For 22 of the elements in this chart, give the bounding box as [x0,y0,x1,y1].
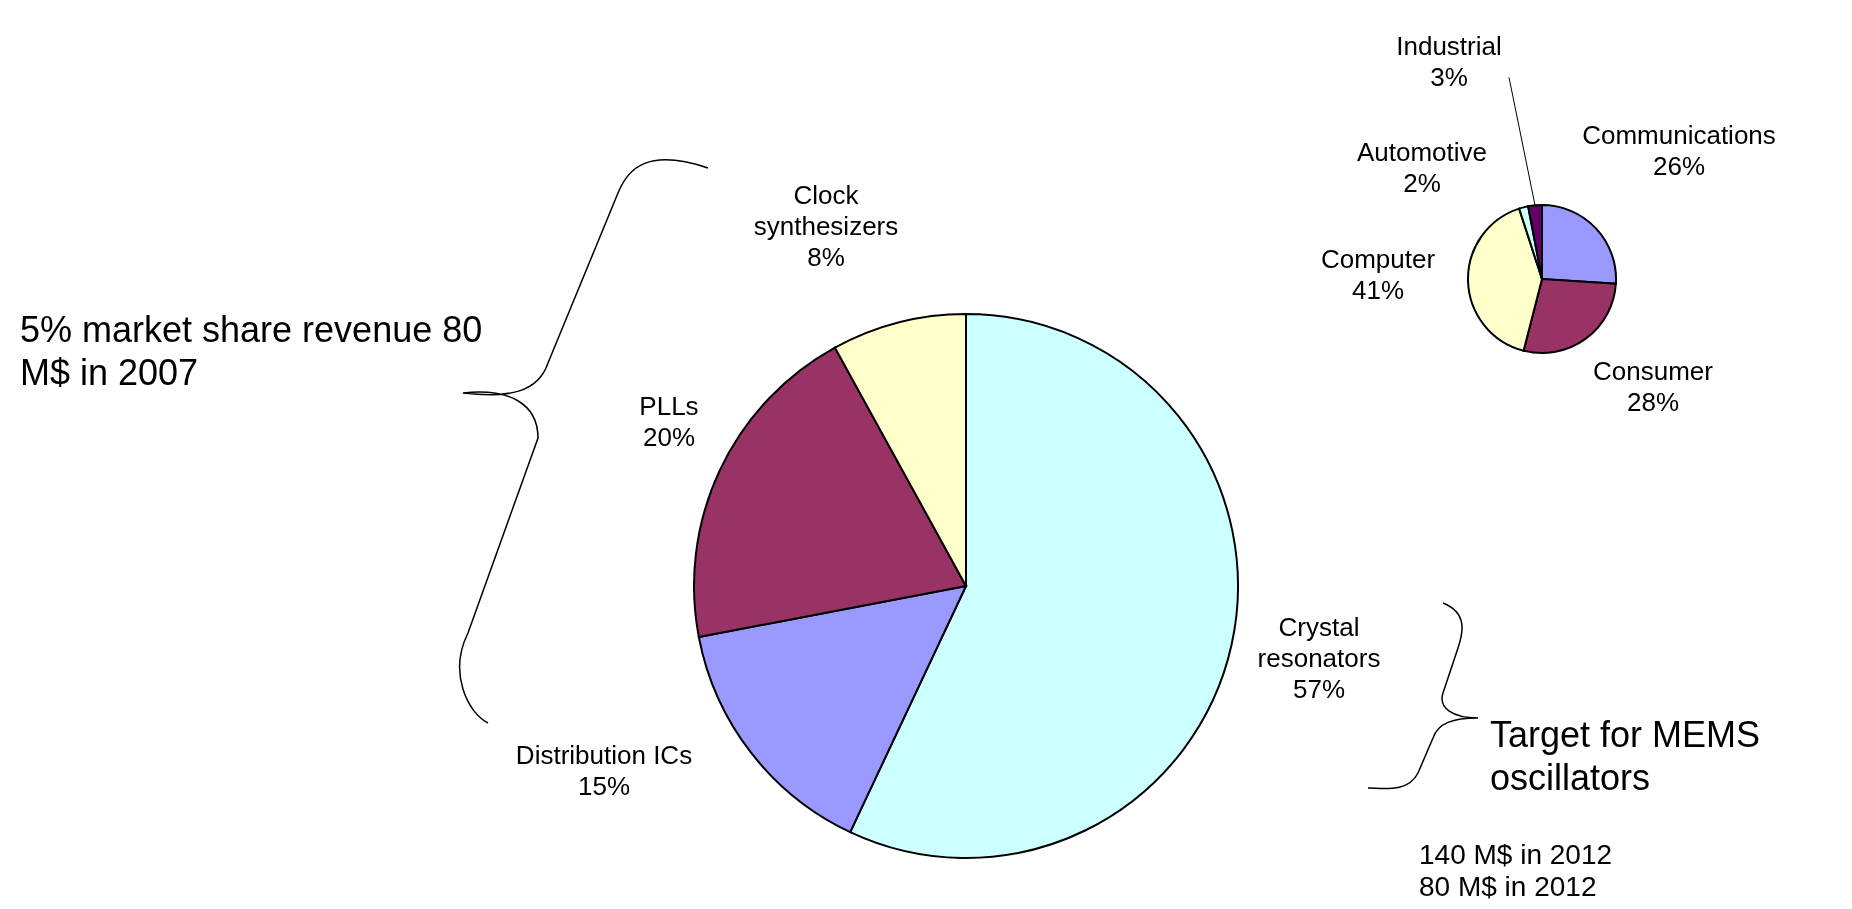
data-label: 57% [1292,674,1346,705]
slice-label: Crystal resonators [1257,611,1381,674]
data-label: 3% [1430,61,1468,92]
text: 140 M$ in 2012 [1419,838,1614,872]
slice-label: Consumer [1593,355,1714,386]
text: Target for MEMS oscillators [1490,713,1762,800]
data-label: 26% [1652,150,1706,181]
slice-label: PLLs [639,390,699,421]
data-label: 41% [1351,274,1405,305]
slice-label: Clock synthesizers [753,179,899,242]
data-label: 20% [642,421,696,452]
slice-label: Distribution ICs [515,739,693,770]
slice-label: Industrial [1396,30,1502,61]
slice-label: Communications [1582,119,1776,150]
data-label: 28% [1626,386,1680,417]
data-label: 8% [807,242,845,273]
text: 5% market share revenue 80 M$ in 2007 [20,308,484,395]
slice-label: Computer [1320,243,1436,274]
text: 80 M$ in 2012 [1419,870,1598,904]
slice-label: Automotive [1356,136,1488,167]
data-label: 15% [577,770,631,801]
data-label: 2% [1403,167,1441,198]
